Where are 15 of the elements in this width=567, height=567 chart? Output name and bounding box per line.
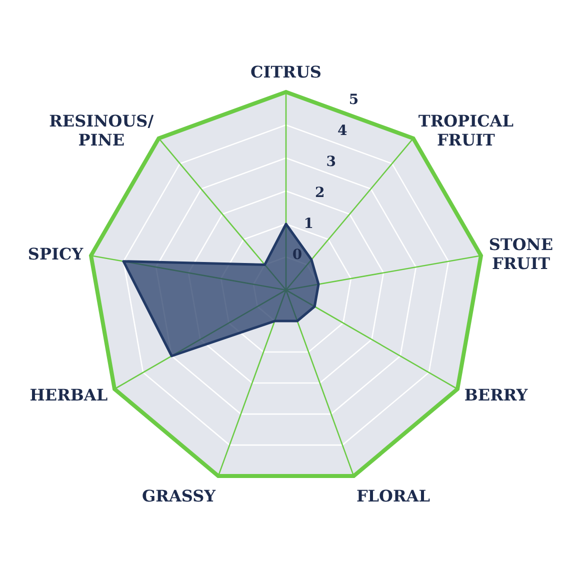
y-tick-label: 1	[304, 216, 314, 232]
spoke-label: TROPICAL FRUIT	[418, 110, 514, 149]
y-tick-label: 2	[314, 184, 325, 201]
y-tick-label: 4	[338, 122, 348, 139]
y-tick-label: 3	[326, 154, 336, 170]
spoke-label: HERBAL	[30, 385, 108, 404]
spoke-label: STONE FRUIT	[488, 234, 554, 273]
spoke-label: SPICY	[28, 244, 84, 264]
spoke-label: BERRY	[464, 385, 528, 404]
y-tick-label: 0	[292, 246, 302, 263]
spoke-label: CITRUS	[250, 62, 322, 81]
spoke-label: RESINOUS/ PINE	[49, 110, 154, 149]
spoke-label: GRASSY	[142, 486, 216, 505]
spoke-label: FLORAL	[356, 486, 430, 505]
y-tick-label: 5	[348, 92, 359, 108]
